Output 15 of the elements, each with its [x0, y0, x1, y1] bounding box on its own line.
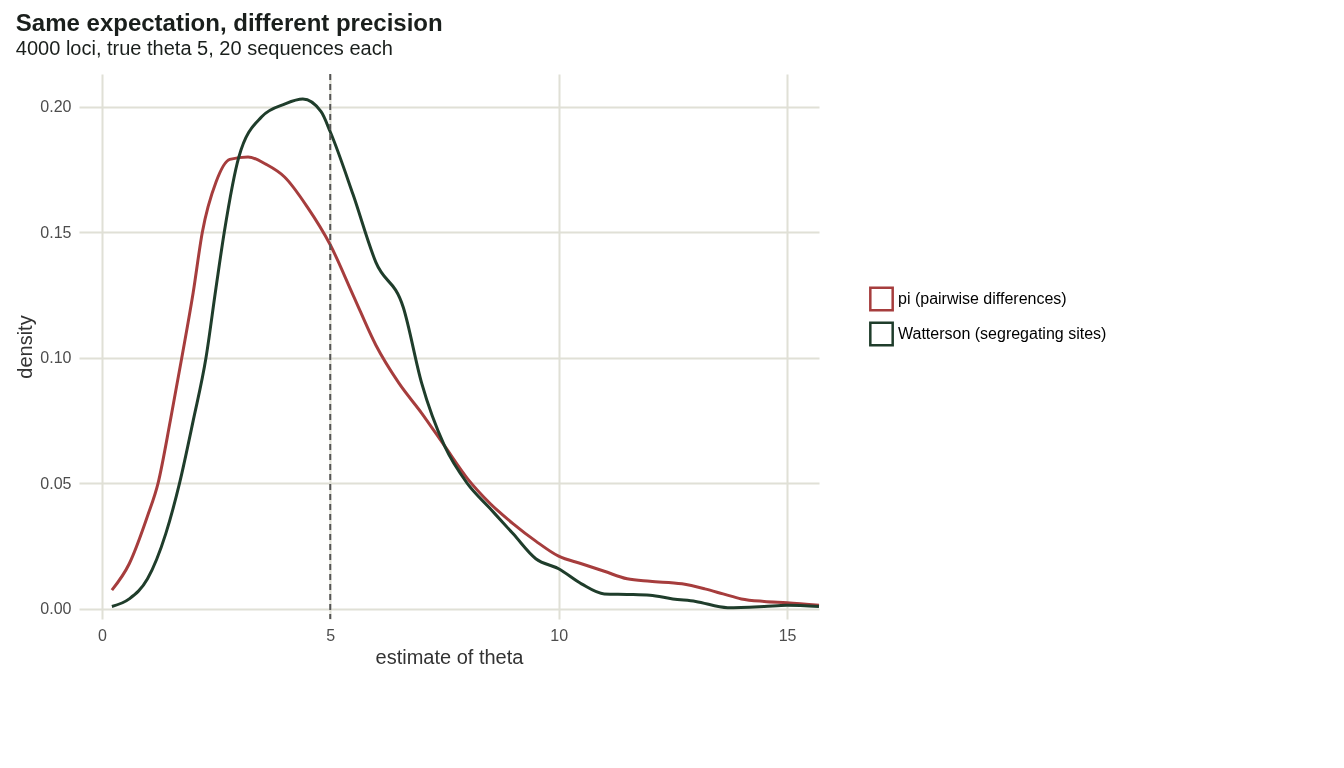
x-tick-label: 0	[97, 626, 107, 644]
x-tick-label: 5	[326, 626, 336, 644]
y-tick-label: 0.20	[40, 98, 72, 116]
x-axis-title: estimate of theta	[375, 645, 525, 668]
x-tick-label: 15	[778, 626, 797, 644]
y-tick-label: 0.05	[40, 474, 72, 492]
x-tick-label: 10	[550, 626, 569, 644]
y-tick-label: 0.15	[40, 223, 72, 241]
chart-subtitle: 4000 loci, true theta 5, 20 sequences each	[15, 37, 393, 59]
y-tick-label: 0.10	[40, 349, 72, 367]
legend-label: Watterson (segregating sites)	[898, 325, 1107, 342]
chart-title: Same expectation, different precision	[15, 9, 443, 36]
y-axis-title: density	[14, 315, 37, 379]
y-tick-label: 0.00	[40, 600, 72, 618]
legend-label: pi (pairwise differences)	[898, 290, 1067, 307]
